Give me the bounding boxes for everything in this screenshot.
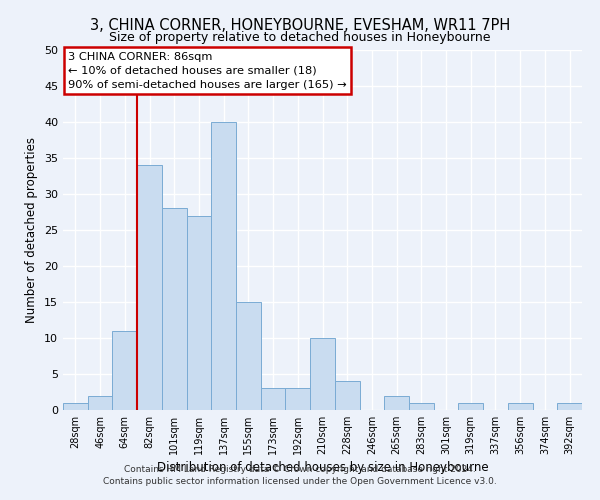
Text: 3 CHINA CORNER: 86sqm
← 10% of detached houses are smaller (18)
90% of semi-deta: 3 CHINA CORNER: 86sqm ← 10% of detached …: [68, 52, 347, 90]
Bar: [187, 216, 211, 410]
Bar: [508, 403, 533, 410]
Bar: [236, 302, 261, 410]
Bar: [409, 403, 434, 410]
Bar: [162, 208, 187, 410]
Bar: [458, 403, 483, 410]
Bar: [557, 403, 582, 410]
X-axis label: Distribution of detached houses by size in Honeybourne: Distribution of detached houses by size …: [157, 461, 488, 474]
Bar: [261, 388, 286, 410]
Bar: [310, 338, 335, 410]
Y-axis label: Number of detached properties: Number of detached properties: [25, 137, 38, 323]
Bar: [286, 388, 310, 410]
Text: 3, CHINA CORNER, HONEYBOURNE, EVESHAM, WR11 7PH: 3, CHINA CORNER, HONEYBOURNE, EVESHAM, W…: [90, 18, 510, 32]
Text: Contains public sector information licensed under the Open Government Licence v3: Contains public sector information licen…: [103, 477, 497, 486]
Bar: [335, 381, 359, 410]
Text: Size of property relative to detached houses in Honeybourne: Size of property relative to detached ho…: [109, 31, 491, 44]
Bar: [112, 331, 137, 410]
Bar: [63, 403, 88, 410]
Text: Contains HM Land Registry data © Crown copyright and database right 2024.: Contains HM Land Registry data © Crown c…: [124, 466, 476, 474]
Bar: [384, 396, 409, 410]
Bar: [211, 122, 236, 410]
Bar: [88, 396, 112, 410]
Bar: [137, 165, 162, 410]
